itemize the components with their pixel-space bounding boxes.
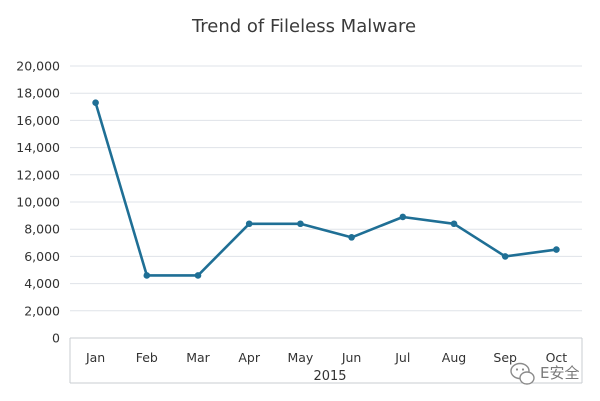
y-tick-label: 20,000: [16, 59, 60, 74]
y-tick-label: 12,000: [16, 167, 60, 182]
y-tick-label: 14,000: [16, 140, 60, 155]
watermark-text: E安全: [540, 364, 579, 382]
data-point: [450, 220, 458, 228]
series-group: [92, 99, 560, 279]
x-tick-label: Jan: [85, 350, 105, 365]
y-axis: 0 2,000 4,000 6,000 8,000 10,000 12,000 14,000 1…: [16, 59, 60, 346]
grid-lines: [70, 65, 582, 312]
x-tick-label: Jun: [341, 350, 362, 365]
x-tick-label: Mar: [186, 350, 210, 365]
data-point: [143, 272, 151, 279]
y-tick-label: 0: [52, 331, 60, 346]
x-tick-label: Aug: [442, 350, 466, 365]
data-point: [348, 234, 355, 241]
watermark: E安全: [510, 362, 579, 385]
x-tick-label: Jul: [394, 350, 410, 365]
x-axis: [69, 337, 583, 384]
x-axis-label: 2015: [313, 369, 346, 384]
x-tick-label: Feb: [136, 350, 158, 365]
data-point: [92, 99, 99, 107]
y-tick-label: 18,000: [16, 86, 60, 101]
y-tick-label: 6,000: [24, 249, 60, 264]
y-tick-label: 4,000: [24, 276, 60, 291]
x-tick-label: Oct: [546, 350, 568, 365]
wechat-icon: [510, 362, 535, 385]
chart-title: Trend of Fileless Malware: [191, 16, 416, 37]
x-tick-labels: Jan Feb Mar Apr May Jun Jul Aug Sep Oct: [85, 350, 567, 365]
y-tick-label: 8,000: [24, 222, 60, 237]
data-point: [501, 253, 509, 260]
y-tick-label: 10,000: [16, 195, 60, 210]
x-tick-label: May: [287, 350, 313, 365]
data-point: [194, 272, 202, 279]
y-tick-label: 16,000: [16, 113, 60, 128]
x-tick-label: Sep: [493, 350, 517, 365]
x-tick-label: Apr: [238, 350, 260, 365]
y-tick-label: 2,000: [24, 303, 60, 318]
data-point: [297, 220, 304, 228]
data-point: [245, 220, 253, 228]
series-line: [94, 101, 558, 277]
data-point: [553, 246, 560, 253]
data-point: [399, 213, 407, 221]
